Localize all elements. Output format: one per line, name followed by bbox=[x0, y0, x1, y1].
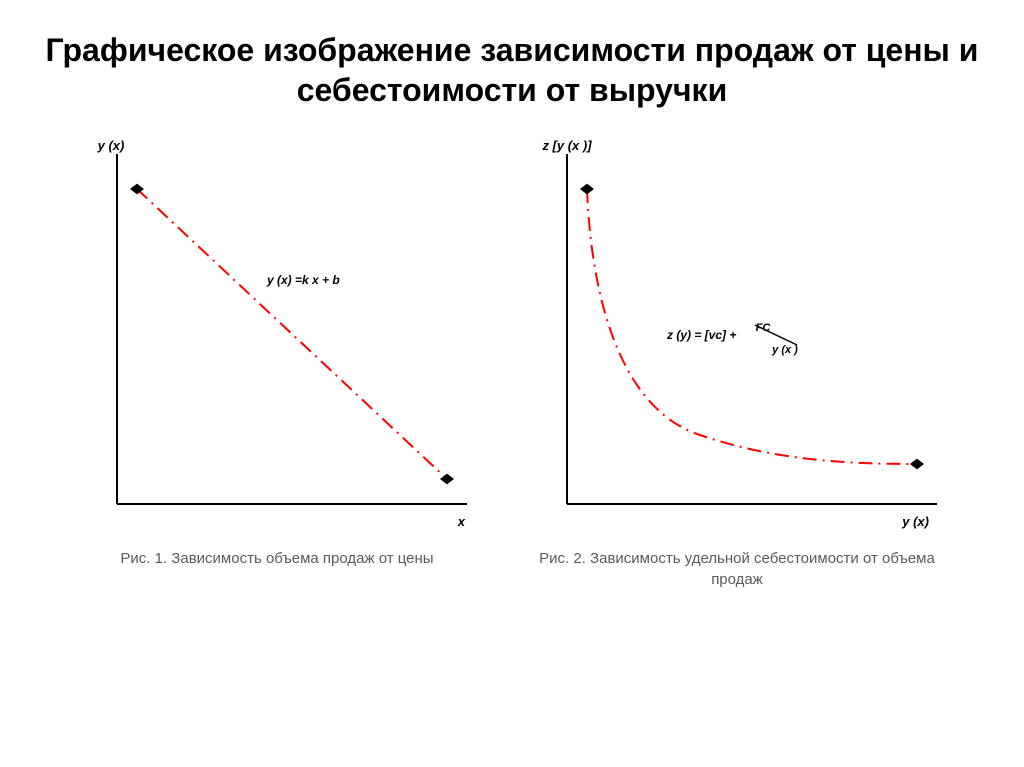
svg-text:x: x bbox=[457, 514, 466, 529]
charts-row: y (x) x y (x) =k x + b Рис. 1. Зависимость… bbox=[0, 134, 1024, 590]
svg-text:y (x) =k x + b: y (x) =k x + b bbox=[266, 273, 340, 287]
page-title: Графическое изображение зависимости прод… bbox=[40, 30, 984, 110]
chart-2-box: z [y (x )]y (x)z (y) = [vc] + FCy (x ) Р… bbox=[517, 134, 957, 590]
chart-1-svg: y (x) x y (x) =k x + b bbox=[67, 134, 487, 534]
chart-1-box: y (x) x y (x) =k x + b Рис. 1. Зависимость… bbox=[67, 134, 487, 590]
svg-text:z (y) = [vc] +: z (y) = [vc] + bbox=[666, 328, 736, 342]
svg-text:y (x): y (x) bbox=[901, 514, 929, 529]
svg-text:z [y (x )]: z [y (x )] bbox=[541, 138, 592, 153]
svg-text:y (x ): y (x ) bbox=[771, 344, 798, 356]
chart-2-svg: z [y (x )]y (x)z (y) = [vc] + FCy (x ) bbox=[517, 134, 957, 534]
chart-1-caption: Рис. 1. Зависимость объема продаж от цен… bbox=[120, 548, 433, 569]
chart-2-caption: Рис. 2. Зависимость удельной себестоимос… bbox=[517, 548, 957, 590]
svg-text:y (x): y (x) bbox=[97, 138, 125, 153]
